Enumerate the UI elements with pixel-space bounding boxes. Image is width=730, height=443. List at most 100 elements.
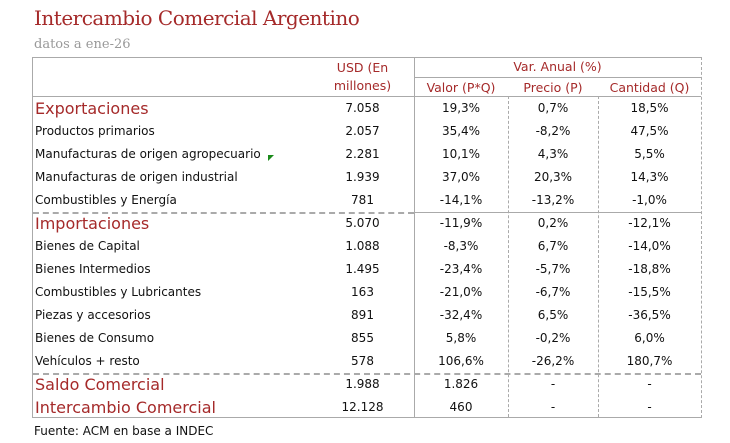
valor-value: 37,0% bbox=[441, 170, 481, 184]
cantidad-value: -18,8% bbox=[628, 262, 671, 276]
valor-value: -8,3% bbox=[443, 239, 479, 253]
row-label: Bienes de Consumo bbox=[35, 331, 155, 345]
cantidad-value: - bbox=[647, 400, 652, 414]
usd-value: 578 bbox=[351, 354, 374, 368]
column-divider bbox=[414, 58, 415, 417]
cantidad-value: 6,0% bbox=[634, 331, 665, 345]
row-label: Intercambio Comercial bbox=[35, 398, 216, 417]
table-row: Bienes de Capital 1.088 -8,3% 6,7% -14,0% bbox=[33, 235, 701, 258]
valor-value: -21,0% bbox=[439, 285, 483, 299]
header-divider bbox=[414, 77, 701, 78]
row-label: Piezas y accesorios bbox=[35, 308, 151, 322]
valor-value: 10,1% bbox=[441, 147, 481, 161]
table-row: Vehículos + resto 578 106,6% -26,2% 180,7% bbox=[33, 350, 701, 373]
table-row: Bienes de Consumo 855 5,8% -0,2% 6,0% bbox=[33, 327, 701, 350]
cantidad-value: 5,5% bbox=[634, 147, 665, 161]
row-label: Saldo Comercial bbox=[35, 375, 165, 394]
trade-table: USD (En millones) Var. Anual (%) Valor (… bbox=[32, 57, 702, 418]
row-label: Combustibles y Lubricantes bbox=[35, 285, 202, 299]
precio-value: -6,7% bbox=[535, 285, 571, 299]
header-usd-line2: millones) bbox=[333, 78, 392, 93]
usd-value: 855 bbox=[351, 331, 374, 345]
table-row: Productos primarios 2.057 35,4% -8,2% 47,5% bbox=[33, 120, 701, 143]
precio-value: 6,5% bbox=[537, 308, 569, 322]
comment-marker-icon bbox=[268, 155, 274, 161]
page-subtitle: datos a ene-26 bbox=[34, 37, 131, 52]
precio-value: -8,2% bbox=[535, 124, 571, 138]
cantidad-value: - bbox=[647, 377, 652, 391]
valor-value: -32,4% bbox=[439, 308, 483, 322]
cantidad-value: 180,7% bbox=[626, 354, 673, 368]
table-row: Importaciones 5.070 -11,9% 0,2% -12,1% bbox=[33, 212, 701, 235]
row-label: Manufacturas de origen industrial bbox=[35, 170, 238, 184]
table-row: Combustibles y Lubricantes 163 -21,0% -6,7%… bbox=[33, 281, 701, 304]
valor-value: 106,6% bbox=[438, 354, 484, 368]
row-label: Combustibles y Energía bbox=[35, 193, 177, 207]
usd-value: 1.495 bbox=[345, 262, 380, 276]
section-divider bbox=[33, 373, 701, 375]
precio-value: 4,3% bbox=[537, 147, 569, 161]
usd-value: 7.058 bbox=[345, 101, 380, 115]
usd-value: 5.070 bbox=[345, 216, 380, 230]
row-label: Bienes de Capital bbox=[35, 239, 140, 253]
row-label: Productos primarios bbox=[35, 124, 155, 138]
precio-value: - bbox=[550, 400, 556, 414]
table-row: Saldo Comercial 1.988 1.826 - - bbox=[33, 373, 701, 396]
precio-value: -5,7% bbox=[535, 262, 571, 276]
valor-value: 35,4% bbox=[441, 124, 481, 138]
usd-value: 891 bbox=[351, 308, 374, 322]
header-divider bbox=[33, 96, 701, 97]
row-label: Vehículos + resto bbox=[35, 354, 140, 368]
row-label: Bienes Intermedios bbox=[35, 262, 151, 276]
cantidad-value: -12,1% bbox=[628, 216, 671, 230]
valor-value: 5,8% bbox=[445, 331, 477, 345]
header-valor: Valor (P*Q) bbox=[426, 80, 496, 95]
column-divider bbox=[508, 96, 509, 417]
row-label: Exportaciones bbox=[35, 99, 149, 118]
valor-value: 1.826 bbox=[443, 377, 479, 391]
header-precio: Precio (P) bbox=[523, 80, 583, 95]
row-label: Manufacturas de origen agropecuario bbox=[35, 147, 261, 161]
valor-value: 19,3% bbox=[441, 101, 481, 115]
precio-value: 0,7% bbox=[537, 101, 569, 115]
table-row: Bienes Intermedios 1.495 -23,4% -5,7% -18,8% bbox=[33, 258, 701, 281]
cantidad-value: -15,5% bbox=[628, 285, 671, 299]
table-row: Intercambio Comercial 12.128 460 - - bbox=[33, 396, 701, 419]
cantidad-value: 47,5% bbox=[630, 124, 669, 138]
cantidad-value: -36,5% bbox=[628, 308, 671, 322]
cantidad-value: -1,0% bbox=[632, 193, 667, 207]
valor-value: -23,4% bbox=[439, 262, 483, 276]
valor-value: -11,9% bbox=[439, 216, 483, 230]
section-divider bbox=[414, 212, 701, 213]
table-row: Manufacturas de origen agropecuario 2.281… bbox=[33, 143, 701, 166]
row-label: Importaciones bbox=[35, 214, 150, 233]
usd-value: 1.088 bbox=[345, 239, 380, 253]
precio-value: 20,3% bbox=[533, 170, 573, 184]
table-row: Manufacturas de origen industrial 1.939 37… bbox=[33, 166, 701, 189]
valor-value: 460 bbox=[449, 400, 473, 414]
column-divider bbox=[598, 96, 599, 417]
header-var-anual: Var. Anual (%) bbox=[513, 59, 602, 74]
header-cantidad: Cantidad (Q) bbox=[609, 80, 690, 95]
precio-value: 0,2% bbox=[537, 216, 569, 230]
precio-value: -26,2% bbox=[531, 354, 575, 368]
usd-value: 163 bbox=[351, 285, 374, 299]
usd-value: 2.057 bbox=[345, 124, 380, 138]
cantidad-value: -14,0% bbox=[628, 239, 671, 253]
cantidad-value: 18,5% bbox=[630, 101, 669, 115]
valor-value: -14,1% bbox=[439, 193, 483, 207]
page-title: Intercambio Comercial Argentino bbox=[34, 6, 360, 30]
usd-value: 1.988 bbox=[345, 377, 380, 391]
usd-value: 2.281 bbox=[345, 147, 380, 161]
section-divider bbox=[33, 212, 414, 214]
source-note: Fuente: ACM en base a INDEC bbox=[34, 424, 214, 438]
precio-value: - bbox=[550, 377, 556, 391]
precio-value: 6,7% bbox=[537, 239, 569, 253]
header-usd-line1: USD (En bbox=[336, 60, 389, 75]
table-row: Piezas y accesorios 891 -32,4% 6,5% -36,5% bbox=[33, 304, 701, 327]
usd-value: 1.939 bbox=[345, 170, 380, 184]
precio-value: -13,2% bbox=[531, 193, 575, 207]
cantidad-value: 14,3% bbox=[630, 170, 669, 184]
usd-value: 781 bbox=[351, 193, 374, 207]
precio-value: -0,2% bbox=[535, 331, 571, 345]
